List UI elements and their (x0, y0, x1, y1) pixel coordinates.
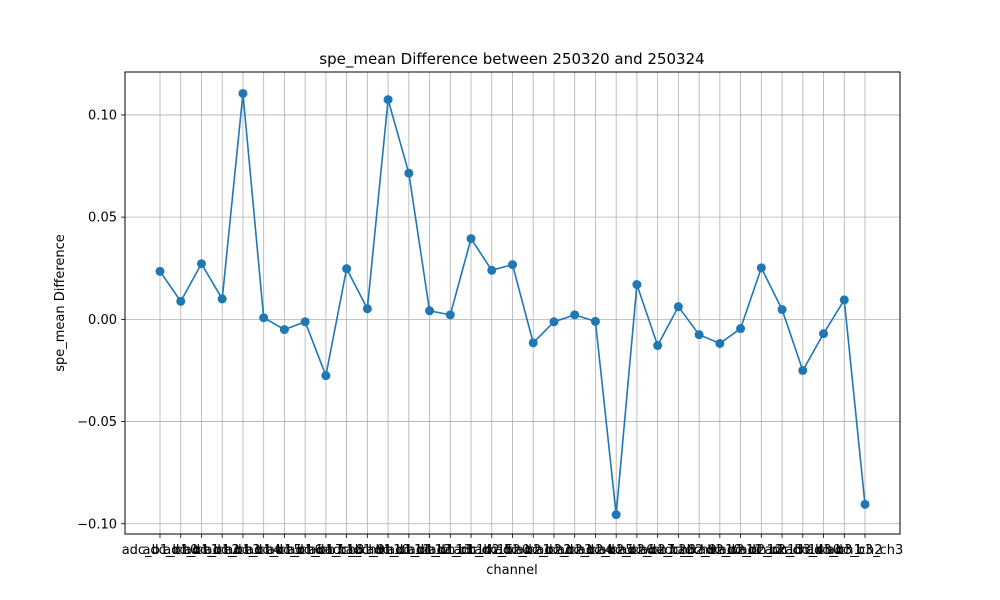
data-point (466, 234, 476, 244)
x-tick-label: adc_b1_ch14 (408, 543, 493, 558)
data-point (590, 316, 600, 326)
x-tick-label: adc_b1_ch12 (366, 543, 451, 558)
y-tick-label: −0.10 (77, 517, 117, 532)
data-point (487, 265, 497, 275)
x-tick-label: adc_b1_ch8 (288, 543, 365, 558)
data-point (653, 341, 663, 351)
x-tick-label: adc_b3_ch2 (806, 543, 883, 558)
data-point (508, 260, 517, 270)
data-point (425, 306, 435, 316)
x-tick-label: adc_b1_ch15 (429, 543, 514, 558)
data-point (736, 324, 746, 334)
x-tick-label: adc_b1_ch6 (246, 543, 323, 558)
x-tick-label: adc_b3_ch3 (827, 543, 904, 558)
x-tick-label: adc_b2_ch1 (474, 543, 551, 558)
x-tick-label: adc_b1_ch4 (205, 543, 282, 558)
data-point (694, 330, 704, 340)
x-axis-label: channel (486, 563, 537, 578)
x-tick-label: adc_b1_ch2 (163, 543, 240, 558)
x-tick-label: adc_b3_ch0 (765, 543, 842, 558)
x-tick-label: adc_b1_ch5 (225, 543, 302, 558)
x-tick-label: adc_b1_ch10 (325, 543, 410, 558)
x-tick-label: adc_b2_ch11 (677, 543, 762, 558)
x-tick-label: adc_b2_ch7 (599, 543, 676, 558)
x-tick-label: adc_b3_ch1 (785, 543, 862, 558)
y-tick-label: 0.00 (88, 313, 117, 328)
data-point (860, 499, 870, 509)
x-tick-label: adc_b2_ch9 (640, 543, 717, 558)
data-point (259, 313, 269, 323)
data-point (362, 304, 372, 314)
data-point (715, 338, 725, 348)
data-point (611, 510, 621, 520)
x-tick-label: adc_b1_ch13 (387, 543, 472, 558)
data-point (673, 302, 683, 312)
x-tick-label: adc_b2_ch12 (698, 543, 783, 558)
y-axis-ticks: −0.10 −0.05 0.00 0.05 0.10 (77, 108, 125, 532)
data-series (155, 88, 870, 520)
data-point (176, 296, 186, 306)
x-tick-label: adc_b2_ch8 (619, 543, 696, 558)
data-point (570, 310, 580, 320)
data-point (445, 310, 455, 320)
data-point (155, 266, 165, 276)
data-point (300, 317, 310, 327)
x-tick-label: adc_b1_ch9 (308, 543, 385, 558)
x-tick-label: adc_b1_ch0 (122, 543, 199, 558)
x-tick-label: adc_b1_ch3 (184, 543, 261, 558)
data-point (839, 295, 849, 305)
y-axis-label: spe_mean Difference (53, 234, 68, 372)
chart-title: spe_mean Difference between 250320 and 2… (319, 50, 704, 69)
data-point (777, 305, 787, 315)
data-point (238, 88, 248, 98)
y-tick-label: 0.05 (88, 211, 117, 226)
x-tick-label: adc_b2_ch13 (719, 543, 804, 558)
data-point (528, 338, 538, 348)
y-tick-label: −0.05 (77, 415, 117, 430)
data-point (798, 365, 808, 375)
x-tick-label: adc_b1_ch11 (346, 543, 431, 558)
data-point (217, 294, 227, 304)
data-point (196, 259, 206, 269)
y-tick-label: 0.10 (88, 108, 117, 123)
data-point (321, 371, 331, 381)
x-tick-label: adc_b2_ch0 (453, 543, 530, 558)
x-tick-label: adc_b2_ch2 (495, 543, 572, 558)
x-tick-label: adc_b1_ch1 (142, 543, 219, 558)
x-tick-label: adc_b2_ch10 (657, 543, 742, 558)
data-point (404, 168, 414, 178)
data-point (632, 280, 642, 290)
data-point (549, 317, 559, 327)
x-tick-label: adc_b2_ch14 (740, 543, 825, 558)
data-point (756, 263, 766, 273)
data-point (342, 264, 352, 274)
x-tick-label: adc_b2_ch3 (516, 543, 593, 558)
data-point (383, 95, 393, 105)
data-point (279, 325, 289, 335)
x-tick-label: adc_b2_ch5 (557, 543, 634, 558)
x-tick-label: adc_b2_ch6 (578, 543, 655, 558)
x-tick-label: adc_b2_ch4 (536, 543, 613, 558)
x-tick-label: adc_b1_ch7 (267, 543, 344, 558)
data-point (819, 329, 829, 339)
grid-lines (125, 72, 900, 534)
x-axis-ticks: adc_b1_ch0adc_b1_ch1adc_b1_ch2adc_b1_ch3… (122, 534, 904, 558)
